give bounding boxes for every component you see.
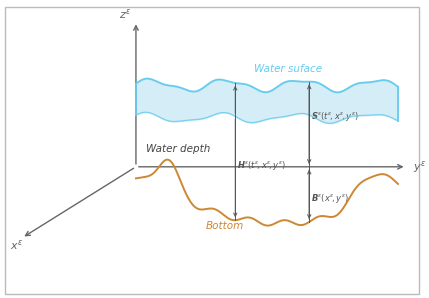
Text: $\boldsymbol{S}^\varepsilon(t^\varepsilon\!,x^\varepsilon\!,y^\varepsilon)$: $\boldsymbol{S}^\varepsilon(t^\varepsilo… (311, 110, 360, 123)
Text: Water depth: Water depth (146, 144, 210, 154)
Text: $y^\varepsilon$: $y^\varepsilon$ (413, 159, 426, 175)
Text: Water suface: Water suface (254, 64, 323, 74)
Text: $z^\varepsilon$: $z^\varepsilon$ (119, 7, 132, 21)
Text: Bottom: Bottom (205, 221, 244, 231)
FancyBboxPatch shape (5, 7, 419, 294)
Text: $\boldsymbol{H}^\varepsilon(t^\varepsilon\!,x^\varepsilon\!,y^\varepsilon)$: $\boldsymbol{H}^\varepsilon(t^\varepsilo… (237, 159, 287, 172)
Text: $x^\varepsilon$: $x^\varepsilon$ (10, 238, 24, 252)
Text: $\boldsymbol{B}^\varepsilon(x^\varepsilon\!,y^\varepsilon)$: $\boldsymbol{B}^\varepsilon(x^\varepsilo… (311, 192, 350, 205)
